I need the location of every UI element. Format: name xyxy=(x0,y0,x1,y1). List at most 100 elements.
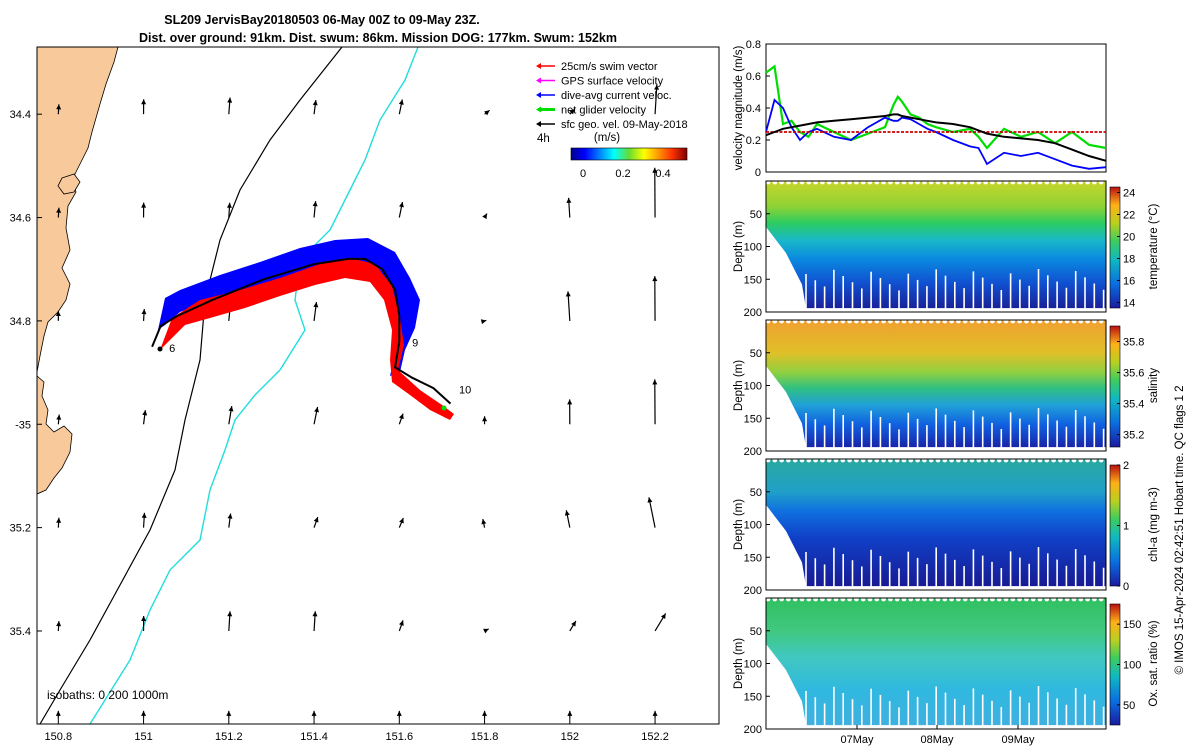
current-arrow xyxy=(313,406,320,425)
current-arrow xyxy=(55,310,61,321)
surface-gap xyxy=(1010,179,1016,185)
surface-gap xyxy=(867,318,873,324)
surface-gap xyxy=(996,318,1002,324)
current-arrow xyxy=(396,710,402,719)
surface-gap xyxy=(1098,179,1104,185)
surface-gap xyxy=(860,179,866,185)
surface-gap xyxy=(860,318,866,324)
legend-label: 25cm/s swim vector xyxy=(561,61,658,73)
velocity-series-line xyxy=(765,113,1107,162)
surface-gap xyxy=(847,318,852,324)
map-xtick-label: 151.4 xyxy=(300,731,328,743)
current-arrow xyxy=(567,399,573,425)
surface-gap xyxy=(772,179,778,185)
surface-gap xyxy=(813,596,818,602)
surface-gap xyxy=(833,318,839,324)
surface-gap xyxy=(881,596,886,602)
surface-gap xyxy=(847,596,852,602)
surface-gap xyxy=(881,179,886,185)
speed-colorbar-tick: 0.2 xyxy=(615,168,630,180)
legend-label: GPS surface velocity xyxy=(561,76,664,88)
surface-gap xyxy=(799,179,805,185)
current-arrow xyxy=(398,413,404,425)
current-arrow xyxy=(647,497,656,528)
current-arrow xyxy=(569,620,577,632)
current-arrow xyxy=(55,710,61,719)
surface-gap xyxy=(1085,457,1090,463)
surface-gap xyxy=(908,457,914,463)
current-arrow xyxy=(312,100,318,115)
map-ytick-label: 35.2 xyxy=(10,523,31,535)
surface-gap xyxy=(922,318,927,324)
variable-label: chl-a (mg m-3) xyxy=(1148,487,1160,562)
surface-gap xyxy=(983,318,988,324)
surface-gap xyxy=(888,179,893,185)
map-ytick-label: 34.4 xyxy=(10,109,31,121)
surface-gap xyxy=(826,457,832,463)
surface-gap xyxy=(1051,457,1056,463)
isobaths-label: isobaths: 0 200 1000m xyxy=(47,688,168,702)
current-arrow xyxy=(654,84,660,115)
surface-gap xyxy=(969,179,975,185)
surface-gap xyxy=(915,457,920,463)
surface-gap xyxy=(792,596,798,602)
land-island xyxy=(57,173,81,195)
surface-gap xyxy=(928,318,934,324)
surface-gap xyxy=(956,179,961,185)
current-arrow xyxy=(226,202,232,218)
track-labels: 6 9 10 xyxy=(169,338,471,397)
surface-gap xyxy=(956,457,961,463)
surface-gap xyxy=(779,179,784,185)
current-arrow xyxy=(141,710,147,719)
surface-gap xyxy=(949,457,954,463)
surface-gap xyxy=(976,457,982,463)
section-fill xyxy=(766,320,1106,451)
velocity-ytick-label: 0.6 xyxy=(746,71,761,83)
surface-gap xyxy=(956,596,961,602)
profile-panel: 50 100 150 200 Depth (m) 0 1 2 chl-a (mg m-3) xyxy=(733,457,1160,597)
surface-gap xyxy=(1003,179,1009,185)
surface-gap xyxy=(1098,596,1104,602)
map-xtick-label: 151.6 xyxy=(386,731,414,743)
surface-gap xyxy=(1030,457,1036,463)
surface-gap xyxy=(1044,457,1050,463)
date-tick-label: 09May xyxy=(1001,734,1035,746)
surface-gap xyxy=(888,596,893,602)
legend-entry: GPS surface velocity xyxy=(536,76,664,88)
surface-gap xyxy=(833,596,839,602)
surface-gap xyxy=(806,457,812,463)
surface-gap xyxy=(915,596,920,602)
current-arrow xyxy=(312,611,318,632)
date-tick-label: 07May xyxy=(840,734,874,746)
current-arrow xyxy=(56,621,62,632)
title-line-2: Dist. over ground: 91km. Dist. swum: 86k… xyxy=(139,31,617,45)
surface-gap xyxy=(935,318,941,324)
variable-label: salinity xyxy=(1148,368,1160,403)
track-label-6: 6 xyxy=(169,343,175,355)
velocity-series xyxy=(765,64,1107,170)
surface-gap xyxy=(1017,318,1022,324)
surface-gap xyxy=(1085,318,1090,324)
surface-gap xyxy=(962,457,968,463)
depth-tick-label: 100 xyxy=(744,381,762,393)
surface-gap xyxy=(969,457,975,463)
surface-gap xyxy=(901,596,907,602)
surface-gap xyxy=(928,596,934,602)
velocity-ytick-label: 0.8 xyxy=(746,39,761,51)
surface-gap xyxy=(1092,457,1097,463)
depth-ylabel: Depth (m) xyxy=(733,638,745,689)
colorbar-tick-label: 35.2 xyxy=(1123,430,1144,442)
current-arrow xyxy=(482,710,488,719)
surface-gap xyxy=(983,457,988,463)
current-arrow xyxy=(566,197,572,218)
surface-gap xyxy=(840,596,846,602)
surface-gap xyxy=(1058,596,1063,602)
current-arrow xyxy=(56,414,62,425)
surface-gap xyxy=(990,179,995,185)
surface-gap xyxy=(799,457,805,463)
surface-gap xyxy=(983,596,988,602)
surface-gap xyxy=(1064,596,1070,602)
surface-gap xyxy=(1024,457,1029,463)
